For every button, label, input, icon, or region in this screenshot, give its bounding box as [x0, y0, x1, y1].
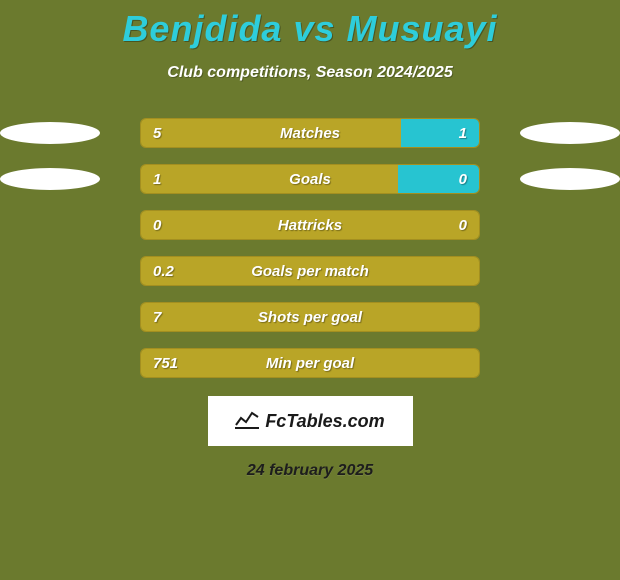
season-subtitle: Club competitions, Season 2024/2025: [167, 64, 452, 82]
comparison-card: Benjdida vs Musuayi Club competitions, S…: [0, 0, 620, 480]
player-left-club-icon: [0, 168, 100, 190]
player-left-club-icon: [0, 122, 100, 144]
stat-bar: 51Matches: [140, 118, 480, 148]
stat-row: 7Shots per goal: [0, 302, 620, 332]
bar-segment-left: [141, 349, 479, 377]
bar-segment-left: [141, 303, 479, 331]
player-right-club-icon: [520, 122, 620, 144]
stat-row: 0.2Goals per match: [0, 256, 620, 286]
stat-row: 751Min per goal: [0, 348, 620, 378]
value-left: 1: [153, 165, 161, 193]
value-left: 0: [153, 211, 161, 239]
stat-bar: 751Min per goal: [140, 348, 480, 378]
snapshot-date: 24 february 2025: [247, 462, 373, 480]
value-right: 0: [459, 165, 467, 193]
value-left: 0.2: [153, 257, 174, 285]
chart-icon: [235, 409, 259, 434]
bar-segment-left: [141, 257, 479, 285]
stat-row: 51Matches: [0, 118, 620, 148]
bar-segment-left: [141, 119, 401, 147]
stat-bar: 10Goals: [140, 164, 480, 194]
bar-segment-right: [401, 119, 479, 147]
value-left: 5: [153, 119, 161, 147]
bar-segment-left: [141, 165, 398, 193]
stat-bar: 0.2Goals per match: [140, 256, 480, 286]
value-left: 7: [153, 303, 161, 331]
value-left: 751: [153, 349, 178, 377]
stat-rows: 51Matches10Goals00Hattricks0.2Goals per …: [0, 118, 620, 378]
stat-bar: 00Hattricks: [140, 210, 480, 240]
brand-badge: FcTables.com: [208, 396, 413, 446]
value-right: 1: [459, 119, 467, 147]
stat-bar: 7Shots per goal: [140, 302, 480, 332]
player-right-club-icon: [520, 168, 620, 190]
stat-row: 00Hattricks: [0, 210, 620, 240]
bar-segment-left: [141, 211, 479, 239]
value-right: 0: [459, 211, 467, 239]
page-title: Benjdida vs Musuayi: [122, 8, 497, 50]
brand-label: FcTables.com: [265, 411, 384, 432]
stat-row: 10Goals: [0, 164, 620, 194]
